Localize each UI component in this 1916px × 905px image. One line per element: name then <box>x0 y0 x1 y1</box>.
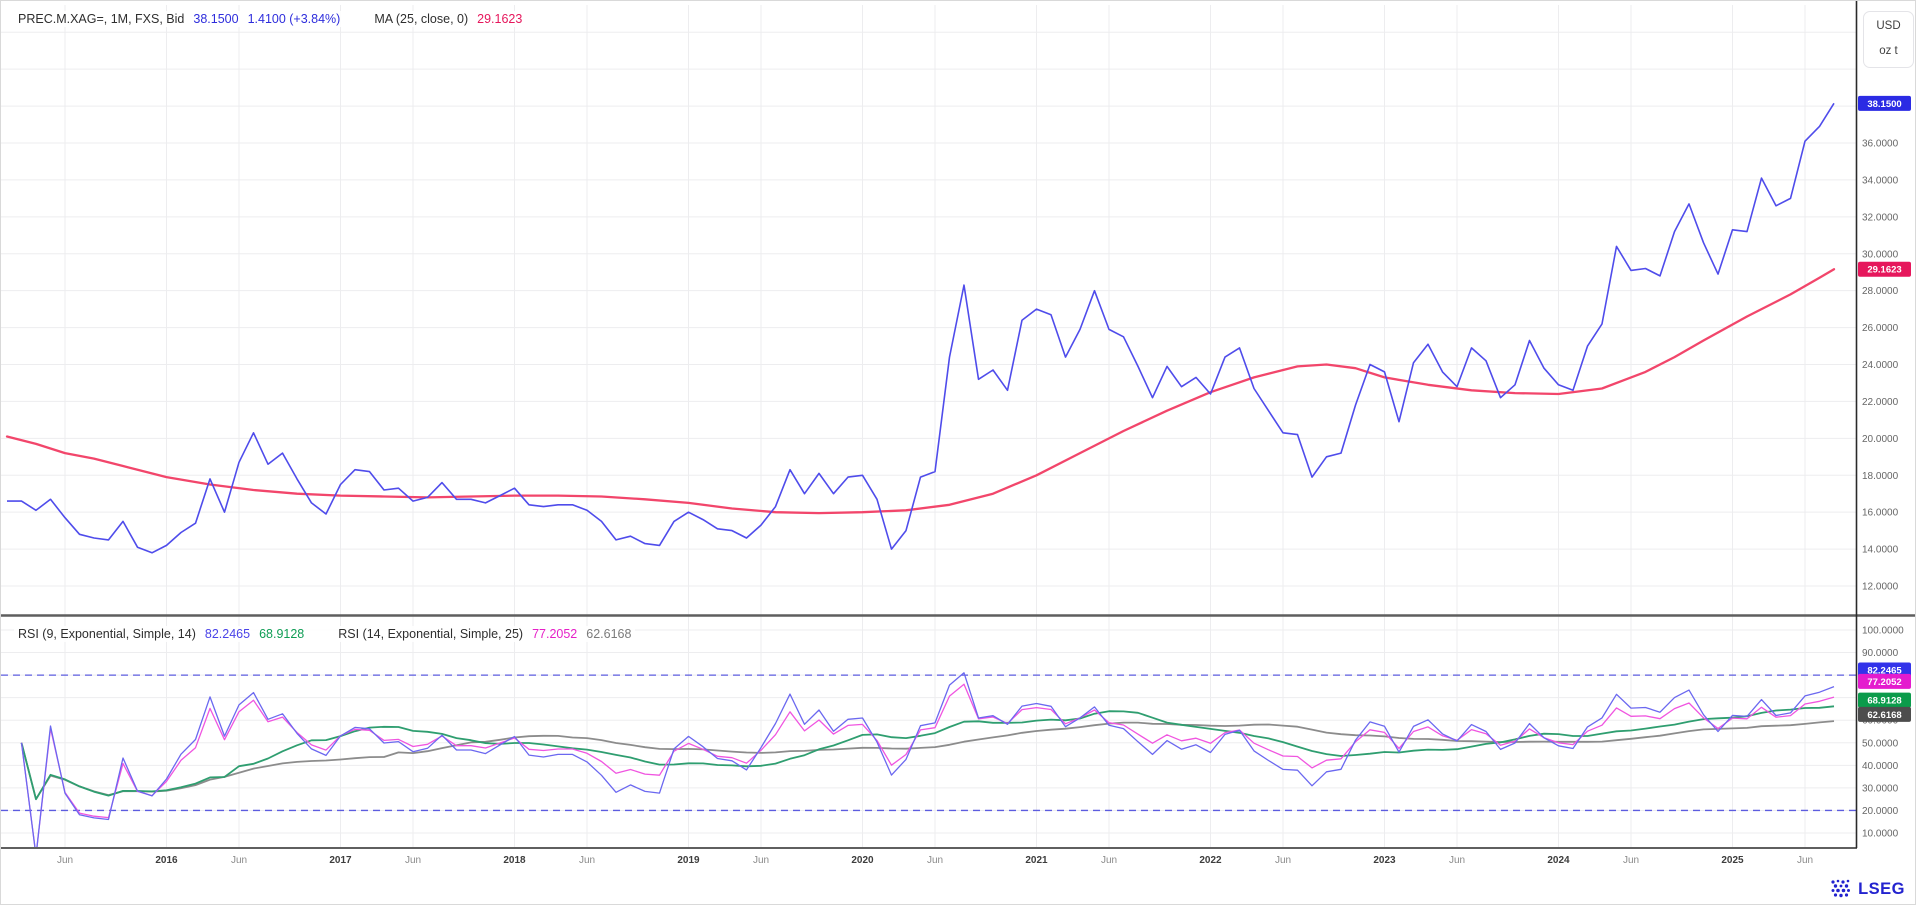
time-axis-month-label: Jun <box>579 855 595 866</box>
time-axis-month-label: Jun <box>753 855 769 866</box>
rsi9-signal-value: 68.9128 <box>259 627 305 641</box>
price-axis-tick-label: 36.0000 <box>1862 139 1899 150</box>
svg-text:62.6168: 62.6168 <box>1867 710 1901 721</box>
time-axis-month-label: Jun <box>57 855 73 866</box>
time-axis-year-label: 2024 <box>1547 855 1570 866</box>
rsi9-value: 82.2465 <box>204 627 251 641</box>
rsi-axis-tick-label: 20.0000 <box>1862 806 1899 817</box>
price-axis-tick-label: 14.0000 <box>1862 545 1899 556</box>
price-axis-tick-label: 16.0000 <box>1862 508 1899 519</box>
price-axis-tick-label: 32.0000 <box>1862 212 1899 223</box>
rsi-badge: 82.2465 <box>1858 662 1911 678</box>
ma-line[interactable] <box>5 268 1836 515</box>
axis-unit-box[interactable]: USD oz t <box>1863 11 1914 68</box>
price-axis-tick-label: 18.0000 <box>1862 471 1899 482</box>
svg-text:68.9128: 68.9128 <box>1867 696 1901 707</box>
lseg-crest-icon <box>1831 879 1851 898</box>
axis-unit-measure: oz t <box>1879 44 1898 57</box>
rsi14-value: 77.2052 <box>532 627 578 641</box>
time-axis-year-label: 2023 <box>1373 855 1396 866</box>
rsi9-label: RSI (9, Exponential, Simple, 14) <box>18 627 196 641</box>
time-axis-month-label: Jun <box>231 855 247 866</box>
rsi14-signal-line[interactable] <box>20 720 1835 801</box>
rsi-axis[interactable]: 100.000090.000080.000070.000060.000050.0… <box>1862 626 1904 840</box>
price-axis-tick-label: 20.0000 <box>1862 434 1899 445</box>
axis-unit-currency: USD <box>1876 20 1901 32</box>
time-axis-year-label: 2016 <box>155 855 178 866</box>
ma-label: MA (25, close, 0) <box>374 12 469 26</box>
price-axis-tick-label: 22.0000 <box>1862 397 1899 408</box>
rsi-axis-tick-label: 10.0000 <box>1862 829 1899 840</box>
rsi-axis-tick-label: 100.0000 <box>1862 626 1904 637</box>
price-axis-tick-label: 26.0000 <box>1862 323 1899 334</box>
rsi-axis-tick-label: 30.0000 <box>1862 783 1899 794</box>
gridlines <box>1 5 1856 847</box>
time-axis-year-label: 2018 <box>503 855 526 866</box>
price-badge: 29.1623 <box>1858 261 1911 277</box>
price-badge: 38.1500 <box>1858 95 1911 111</box>
time-axis-year-label: 2020 <box>851 855 874 866</box>
rsi-axis-tick-label: 40.0000 <box>1862 761 1899 772</box>
rsi-badge: 68.9128 <box>1858 692 1911 708</box>
rsi9-line[interactable] <box>20 672 1835 856</box>
rsi14-label: RSI (14, Exponential, Simple, 25) <box>338 627 524 641</box>
rsi14-signal-value: 62.6168 <box>586 627 632 641</box>
rsi-badge: 77.2052 <box>1858 673 1911 689</box>
price-axis-tick-label: 12.0000 <box>1862 582 1899 593</box>
lseg-logo: LSEG <box>1829 878 1905 900</box>
price-axis-tick-label: 34.0000 <box>1862 175 1899 186</box>
time-axis-month-label: Jun <box>1797 855 1813 866</box>
svg-text:77.2052: 77.2052 <box>1867 677 1901 688</box>
rsi-legend[interactable]: RSI (9, Exponential, Simple, 14) 82.2465… <box>14 626 636 642</box>
time-axis[interactable]: Jun 2016 Jun 2017 Jun 2018 Jun 2019 Jun 2020 Jun 20… <box>57 855 1813 866</box>
time-axis-month-label: Jun <box>927 855 943 866</box>
price-line[interactable] <box>7 102 1835 554</box>
time-axis-year-label: 2017 <box>329 855 352 866</box>
lseg-logo-text: LSEG <box>1858 879 1905 898</box>
time-axis-year-label: 2025 <box>1721 855 1744 866</box>
rsi-axis-tick-label: 50.0000 <box>1862 738 1899 749</box>
rsi14-line[interactable] <box>20 683 1835 855</box>
price-axis-tick-label: 30.0000 <box>1862 249 1899 260</box>
rsi9-signal-line[interactable] <box>20 705 1835 801</box>
time-axis-month-label: Jun <box>1623 855 1639 866</box>
svg-text:82.2465: 82.2465 <box>1867 666 1902 677</box>
time-axis-month-label: Jun <box>405 855 421 866</box>
last-price: 38.1500 <box>193 12 239 26</box>
price-axis[interactable]: 36.0000 34.0000 32.0000 30.0000 28.0000 26.00… <box>1862 139 1899 593</box>
rsi-axis-tick-label: 90.0000 <box>1862 648 1899 659</box>
time-axis-year-label: 2022 <box>1199 855 1222 866</box>
time-axis-year-label: 2021 <box>1025 855 1048 866</box>
time-axis-month-label: Jun <box>1449 855 1465 866</box>
instrument-title: PREC.M.XAG=, 1M, FXS, Bid <box>18 12 185 26</box>
time-axis-month-label: Jun <box>1275 855 1291 866</box>
ma-value: 29.1623 <box>477 12 523 26</box>
svg-text:38.1500: 38.1500 <box>1867 99 1901 110</box>
rsi-badge: 62.6168 <box>1858 706 1911 722</box>
price-change: 1.4100 (+3.84%) <box>247 12 341 26</box>
svg-text:29.1623: 29.1623 <box>1867 265 1901 276</box>
time-axis-month-label: Jun <box>1101 855 1117 866</box>
price-axis-tick-label: 28.0000 <box>1862 286 1899 297</box>
price-legend[interactable]: PREC.M.XAG=, 1M, FXS, Bid 38.1500 1.4100… <box>14 11 527 27</box>
price-axis-tick-label: 24.0000 <box>1862 360 1899 371</box>
time-axis-year-label: 2019 <box>677 855 700 866</box>
